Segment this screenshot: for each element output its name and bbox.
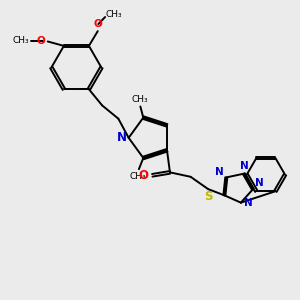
Text: S: S xyxy=(205,190,213,203)
Text: N: N xyxy=(117,131,127,144)
Text: O: O xyxy=(94,20,103,29)
Text: N: N xyxy=(239,161,248,171)
Text: N: N xyxy=(255,178,264,188)
Text: CH₃: CH₃ xyxy=(131,94,148,103)
Text: N: N xyxy=(215,167,224,176)
Text: CH₃: CH₃ xyxy=(106,10,122,19)
Text: N: N xyxy=(244,198,253,208)
Text: CH₃: CH₃ xyxy=(12,36,29,45)
Text: O: O xyxy=(37,36,46,46)
Text: O: O xyxy=(139,169,149,182)
Text: CH₃: CH₃ xyxy=(130,172,147,181)
